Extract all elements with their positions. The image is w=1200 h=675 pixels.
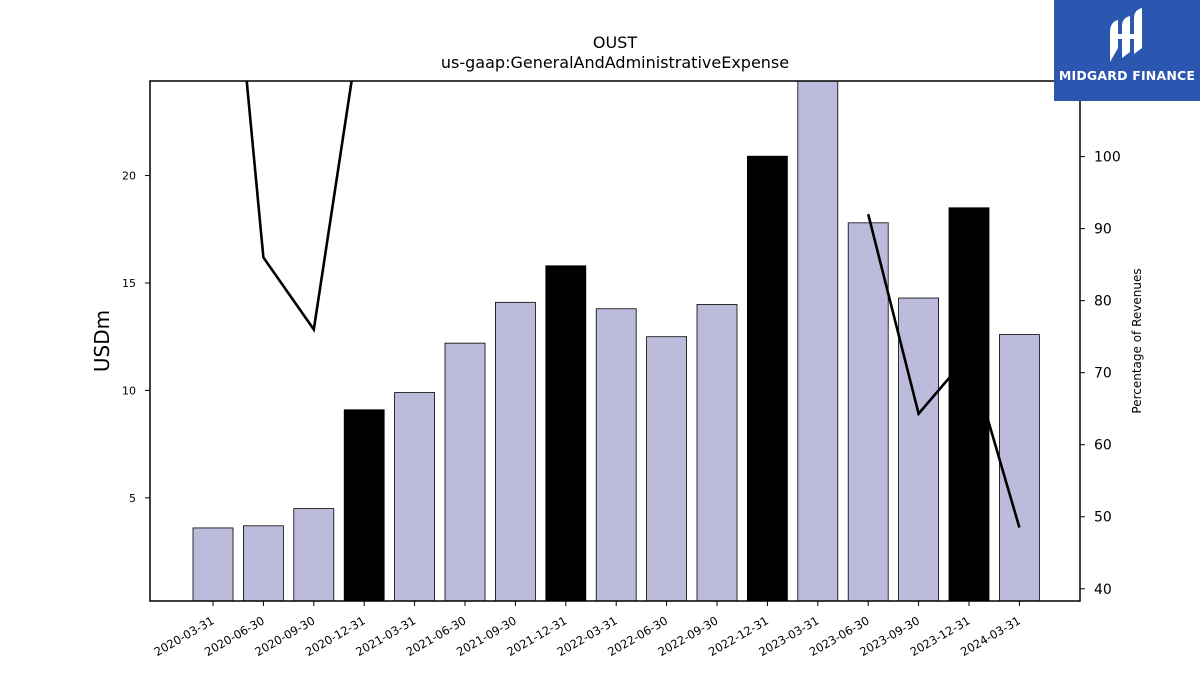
logo-mark-icon (1110, 8, 1142, 62)
bar-2021-09-30 (494, 301, 536, 601)
y2-tick-label-50: 50 (1094, 510, 1112, 526)
bar-2020-12-31 (343, 409, 385, 601)
chart-subtitle: us-gaap:GeneralAndAdministrativeExpense (441, 53, 789, 72)
bar-2024-03-31 (999, 334, 1040, 601)
bar-2022-03-31 (595, 308, 637, 601)
bar-2021-06-30 (444, 342, 486, 601)
y-tick-label-10: 10 (122, 384, 136, 397)
logo-text: MIDGARD FINANCE (1058, 68, 1196, 83)
y2-tick-label-70: 70 (1094, 366, 1112, 382)
y2-axis-label: Percentage of Revenues (1130, 268, 1144, 413)
percentage-line-segment-1 (245, 81, 353, 333)
bar-2023-06-30 (847, 222, 889, 601)
bar-2022-06-30 (646, 336, 687, 601)
bar-2022-12-31 (747, 155, 788, 601)
y-tick-label-15: 15 (122, 277, 136, 290)
y2-tick-label-100: 100 (1094, 150, 1121, 166)
bar-2023-09-30 (898, 297, 939, 601)
bar-2020-09-30 (293, 508, 335, 601)
bar-2021-12-31 (545, 265, 587, 601)
brand-logo: MIDGARD FINANCE (1054, 0, 1200, 101)
y-axis-label: USDm (90, 310, 114, 372)
y2-tick-label-80: 80 (1094, 294, 1112, 310)
bar-2023-03-31 (797, 81, 839, 601)
y2-tick-label-90: 90 (1094, 222, 1112, 238)
y2-tick-label-60: 60 (1094, 438, 1112, 454)
y-tick-label-20: 20 (122, 170, 136, 183)
bar-2020-03-31 (192, 527, 234, 601)
y-tick-label-5: 5 (129, 492, 136, 505)
y2-tick-label-40: 40 (1094, 582, 1112, 598)
bar-2022-09-30 (696, 304, 738, 601)
bar-2021-03-31 (394, 392, 436, 601)
percentage-line-segment-2 (866, 213, 1021, 528)
chart-title: OUST (593, 33, 637, 52)
bar-2020-06-30 (242, 525, 284, 601)
plot-frame (149, 80, 1081, 602)
